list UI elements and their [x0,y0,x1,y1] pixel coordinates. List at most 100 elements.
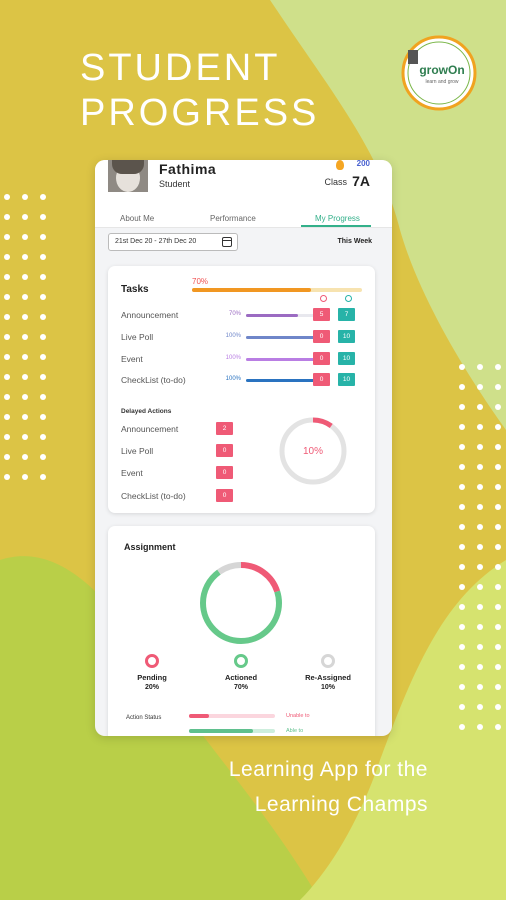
hero-title-line2: PROGRESS [80,92,320,134]
tasks-overall-bar [192,288,362,292]
task-row-bar [246,336,320,339]
action-status-label: Action Status [126,715,162,721]
delayed-donut-pct: 10% [303,446,323,457]
task-row-fill [246,358,320,361]
logo-subtext: learn and grow [425,79,458,85]
delayed-count-badge: 0 [216,466,233,479]
student-role: Student [159,179,191,189]
task-pending-badge: 0 [313,330,330,343]
profile-header: Fathima Student 200 Class 7A [95,160,392,210]
delayed-row[interactable]: Live Poll 0 [121,444,251,458]
task-row-pct: 100% [225,333,241,339]
calendar-icon[interactable] [222,237,232,247]
delayed-donut: 10% [279,417,347,485]
tagline-line1: Learning App for the [228,758,428,781]
tasks-overall-pct: 70% [192,277,209,286]
assignment-donut [200,562,282,644]
tasks-title: Tasks [121,284,149,295]
tagline-line2: Learning Champs [254,793,428,816]
delayed-actions-title: Delayed Actions [121,408,172,415]
pending-pct: 20% [144,684,159,691]
assignment-title: Assignment [124,542,176,552]
task-done-badge: 10 [338,373,355,386]
tab-my-progress[interactable]: My Progress [315,214,360,223]
task-row-label: Live Poll [121,332,154,342]
pending-label: Pending [137,673,167,682]
tab-bar: About Me Performance My Progress [95,210,392,228]
reassigned-label: Re-Assigned [305,673,351,682]
delayed-row-label: Event [121,468,143,478]
tasks-card: Tasks 70% Announcement 70% 5 7 Live Poll 100%… [108,266,375,513]
delayed-donut-arc [279,417,347,485]
tasks-overall-fill [192,288,311,292]
hero-title-line1: STUDENT [80,47,281,89]
task-row-label: Announcement [121,310,179,320]
pending-icon [320,295,327,302]
task-done-badge: 10 [338,330,355,343]
class-label: Class [324,177,347,187]
task-row-bar [246,379,320,382]
task-pending-badge: 0 [313,352,330,365]
task-row-fill [246,379,320,382]
task-pending-badge: 5 [313,308,330,321]
delayed-row[interactable]: Event 0 [121,466,251,480]
avatar[interactable] [108,160,148,192]
task-row[interactable]: CheckList (to-do) 100% 0 10 [121,373,366,387]
reassigned-pct: 10% [320,684,335,691]
delayed-row-label: CheckList (to-do) [121,491,186,501]
tagline: Learning App for the Learning Champs [229,752,428,822]
delayed-row[interactable]: Announcement 2 [121,422,251,436]
delayed-row[interactable]: CheckList (to-do) 0 [121,489,251,503]
logo-text: growOn [419,63,464,77]
task-row-pct: 100% [225,355,241,361]
date-row: 21st Dec 20 - 27th Dec 20 This Week [95,228,392,258]
task-row[interactable]: Live Poll 100% 0 10 [121,330,366,344]
able-to-label: Able to [286,728,304,734]
tab-about-me[interactable]: About Me [120,214,155,223]
unable-bar-track [189,714,275,718]
delayed-count-badge: 0 [216,444,233,457]
task-done-badge: 7 [338,308,355,321]
points-value: 200 [356,160,370,168]
student-name: Fathima [159,161,217,177]
task-row[interactable]: Event 100% 0 10 [121,352,366,366]
delayed-row-label: Live Poll [121,446,154,456]
legend-actioned: Actioned 70% [206,654,276,691]
task-row-bar [246,314,320,317]
tab-performance[interactable]: Performance [210,214,256,223]
pending-ring-icon [145,654,159,668]
actioned-pct: 70% [233,684,248,691]
date-range-text: 21st Dec 20 - 27th Dec 20 [115,238,197,245]
delayed-count-badge: 2 [216,422,233,435]
flame-icon [336,160,344,170]
task-row-bar [246,358,320,361]
task-done-badge: 10 [338,352,355,365]
task-row-fill [246,314,298,317]
growon-logo: growOn learn and grow [401,35,477,111]
delayed-row-label: Announcement [121,424,179,434]
able-bar-track [189,729,275,733]
legend-reassigned: Re-Assigned 10% [293,654,363,691]
actioned-ring-icon [234,654,248,668]
task-row-pct: 100% [225,376,241,382]
reassigned-ring-icon [321,654,335,668]
actioned-label: Actioned [224,673,258,682]
assignment-card: Assignment Pending 20% Actioned 70% Re-A… [108,526,375,736]
delayed-count-badge: 0 [216,489,233,502]
active-tab-indicator [301,225,371,227]
task-row-label: CheckList (to-do) [121,375,186,385]
task-pending-badge: 0 [313,373,330,386]
assignment-arc-actioned [200,562,282,644]
class-value: 7A [352,173,370,189]
task-row-pct: 70% [228,311,241,317]
task-row-fill [246,336,320,339]
task-row-label: Event [121,354,143,364]
task-row[interactable]: Announcement 70% 5 7 [121,308,366,322]
assignment-arc-reassigned [200,562,282,644]
period-selector[interactable]: This Week [337,238,373,245]
date-range-picker[interactable]: 21st Dec 20 - 27th Dec 20 [108,233,238,251]
legend-pending: Pending 20% [117,654,187,691]
phone-screen: Fathima Student 200 Class 7A About Me Pe… [95,160,392,736]
done-check-icon [345,295,352,302]
